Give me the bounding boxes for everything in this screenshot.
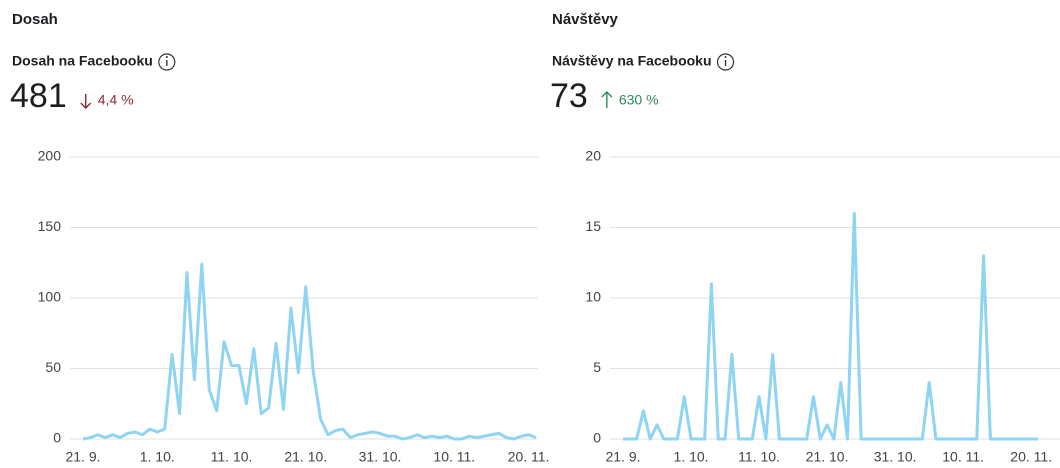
y-tick-label: 100 xyxy=(38,289,62,305)
info-icon xyxy=(158,53,176,71)
panel: Návštěvy Návštěvy na Facebooku 73 630 % 0 5 10… xyxy=(550,11,1060,465)
x-tick-label: 20. 11. xyxy=(1010,449,1052,465)
x-tick-label: 1. 10. xyxy=(674,449,709,465)
line-series xyxy=(82,262,537,441)
x-tick-label: 31. 10. xyxy=(359,449,402,465)
trend-arrow xyxy=(601,91,613,108)
y-tick-label: 200 xyxy=(38,148,62,164)
panel: Dosah Dosah na Facebooku 481 4,4 % 0 50 100 150… xyxy=(10,11,549,465)
x-tick-label: 21. 10. xyxy=(284,449,327,465)
metric-title: Dosah na Facebooku xyxy=(12,53,153,69)
y-tick-label: 150 xyxy=(38,218,62,234)
change-value: 4,4 % xyxy=(98,92,134,108)
x-tick-label: 21. 10. xyxy=(806,449,849,465)
trend-arrow xyxy=(80,94,92,109)
y-tick-label: 0 xyxy=(53,430,61,446)
y-tick-label: 50 xyxy=(45,359,61,375)
x-tick-label: 10. 11. xyxy=(942,449,984,465)
change-value: 630 % xyxy=(619,92,659,108)
section-title: Návštěvy xyxy=(552,11,619,28)
y-tick-label: 10 xyxy=(585,289,601,305)
x-tick-label: 31. 10. xyxy=(874,449,917,465)
x-tick-label: 21. 9. xyxy=(65,449,100,465)
info-icon xyxy=(716,53,735,71)
x-tick-label: 21. 9. xyxy=(605,449,640,465)
info-icon-dot xyxy=(165,56,168,58)
y-tick-label: 0 xyxy=(593,430,601,446)
y-tick-label: 20 xyxy=(585,148,601,164)
line-series xyxy=(623,211,1038,441)
info-icon-dot xyxy=(724,56,727,58)
x-tick-label: 11. 10. xyxy=(738,449,780,465)
x-tick-label: 20. 11. xyxy=(508,449,550,465)
total-value: 73 xyxy=(550,77,588,115)
section-title: Dosah xyxy=(12,11,58,28)
metric-title: Návštěvy na Facebooku xyxy=(552,53,712,69)
x-tick-label: 11. 10. xyxy=(211,449,253,465)
y-tick-label: 5 xyxy=(593,359,601,375)
x-tick-label: 10. 11. xyxy=(433,449,475,465)
y-tick-label: 15 xyxy=(585,218,601,234)
total-value: 481 xyxy=(10,77,67,115)
x-tick-label: 1. 10. xyxy=(140,449,175,465)
